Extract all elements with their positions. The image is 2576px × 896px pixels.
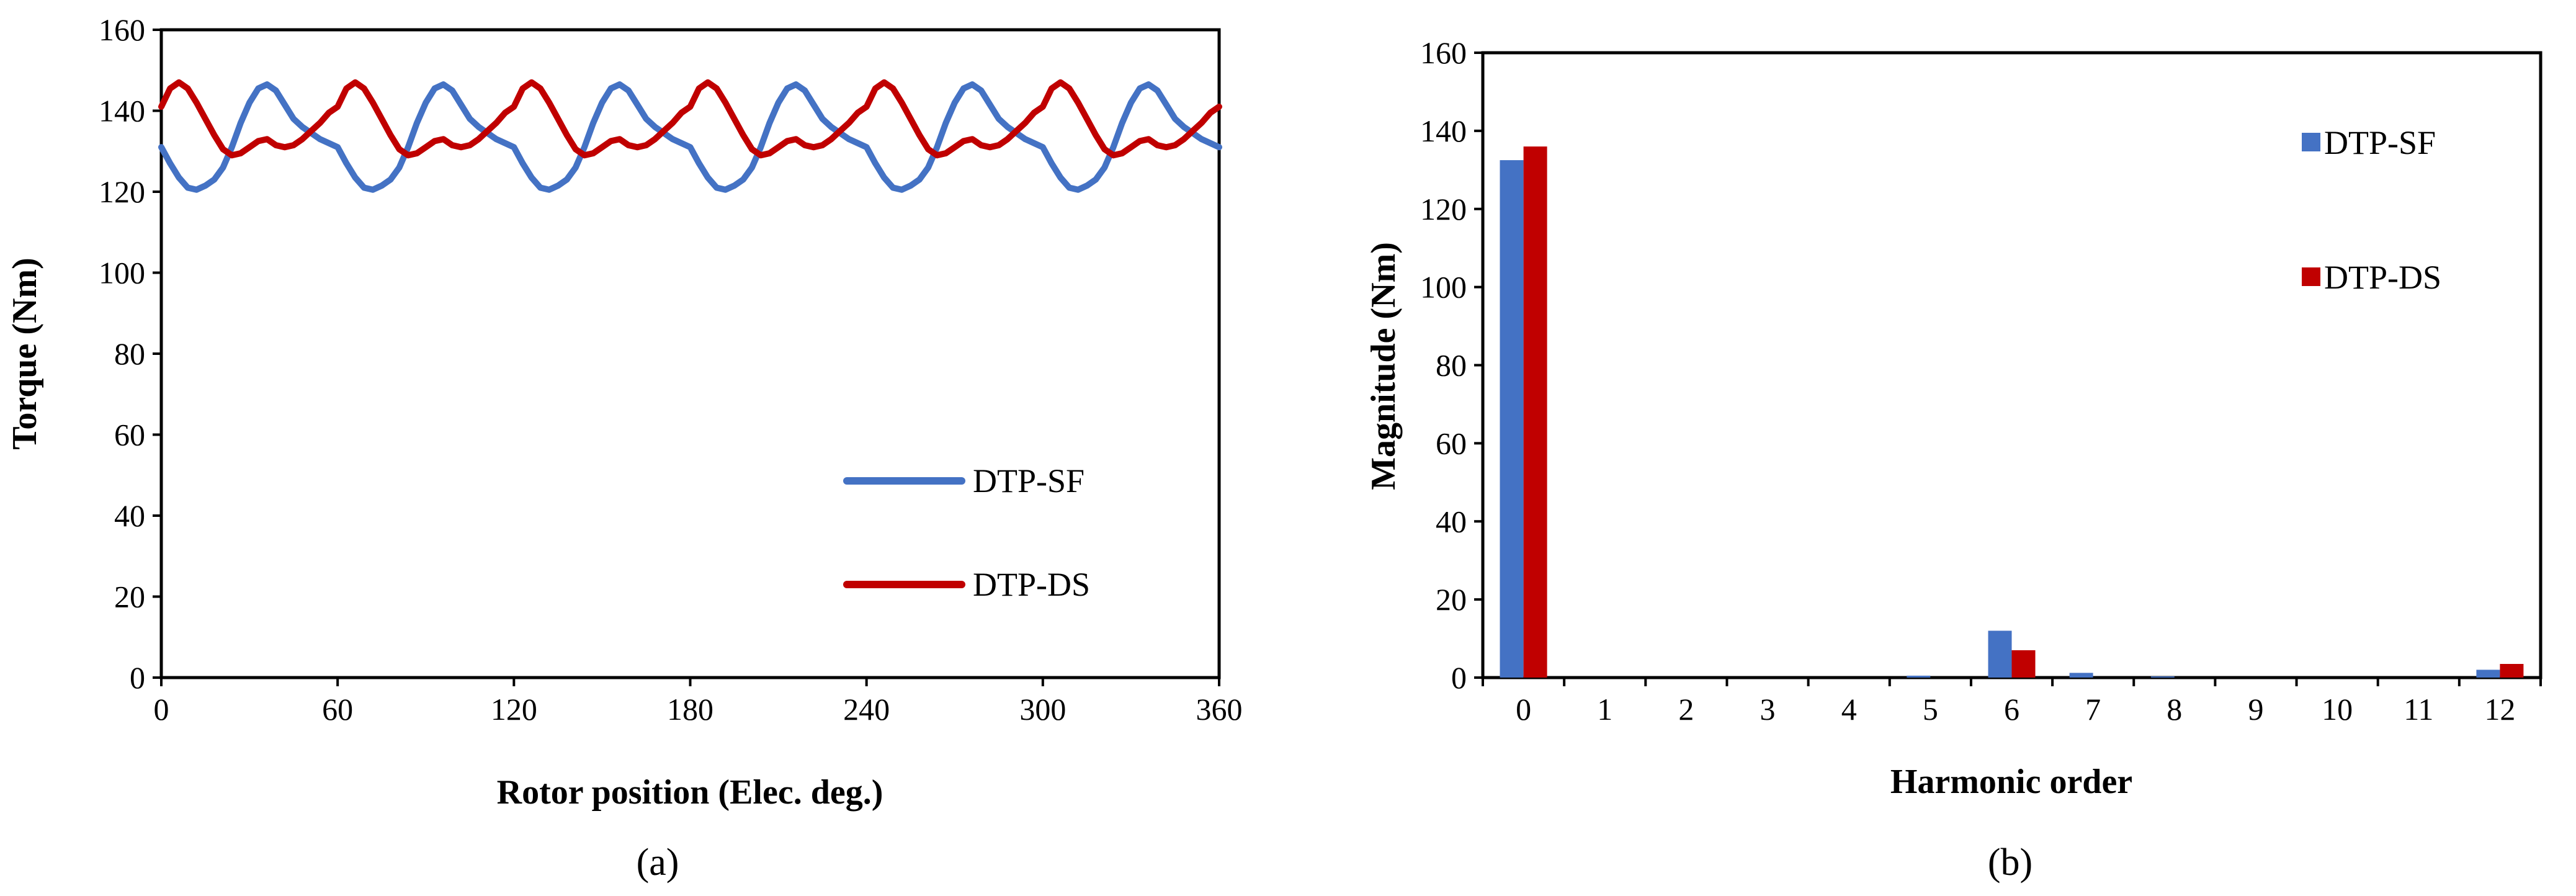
legend-b: DTP-SF DTP-DS bbox=[2302, 124, 2441, 296]
legend-label-dtp-sf-a: DTP-SF bbox=[973, 462, 1085, 500]
y-tick-label-a: 0 bbox=[130, 660, 145, 695]
x-tick-label-a: 240 bbox=[843, 692, 890, 727]
y-tick-label-b: 100 bbox=[1420, 270, 1467, 305]
x-tick-label-a: 0 bbox=[154, 692, 169, 727]
legend-label-dtp-ds-a: DTP-DS bbox=[973, 566, 1090, 603]
x-axis-title-b: Harmonic order bbox=[1890, 763, 2132, 801]
x-tick-label-b: 7 bbox=[2085, 692, 2101, 727]
y-tick-label-a: 40 bbox=[114, 498, 145, 533]
x-tick-label-b: 4 bbox=[1841, 692, 1857, 727]
x-axis-b: 0 1 2 3 4 5 6 7 8 9 10 11 12 bbox=[1482, 678, 2542, 727]
x-axis-title-a: Rotor position (Elec. deg.) bbox=[497, 773, 883, 812]
x-tick-label-b: 11 bbox=[2404, 692, 2433, 727]
x-tick-label-a: 60 bbox=[322, 692, 353, 727]
x-tick-label-b: 1 bbox=[1597, 692, 1612, 727]
y-tick-label-b: 40 bbox=[1436, 504, 1467, 539]
x-tick-label-a: 120 bbox=[491, 692, 537, 727]
y-tick-label-b: 80 bbox=[1436, 348, 1467, 383]
y-tick-label-a: 80 bbox=[114, 336, 145, 371]
bar-dtp-sf-order-6 bbox=[1988, 630, 2012, 678]
plot-area-a bbox=[159, 28, 1221, 679]
series-line-dtp-ds bbox=[158, 79, 1222, 159]
bar-dtp-sf-order-5 bbox=[1907, 675, 1931, 678]
x-tick-label-b: 3 bbox=[1760, 692, 1776, 727]
legend-label-dtp-sf-b: DTP-SF bbox=[2324, 124, 2436, 161]
y-axis-a: 0 20 40 60 80 100 120 140 160 bbox=[99, 12, 161, 695]
bar-dtp-sf-order-12 bbox=[2476, 670, 2500, 678]
series-bars-b bbox=[1500, 146, 2524, 678]
legend-a: DTP-SF DTP-DS bbox=[843, 462, 1090, 603]
y-tick-label-b: 120 bbox=[1420, 192, 1467, 226]
y-tick-label-a: 100 bbox=[99, 256, 145, 290]
y-tick-label-b: 60 bbox=[1436, 426, 1467, 460]
x-tick-label-b: 6 bbox=[2004, 692, 2019, 727]
x-tick-label-a: 300 bbox=[1019, 692, 1066, 727]
y-tick-label-b: 0 bbox=[1451, 660, 1467, 695]
bar-dtp-ds-order-6 bbox=[2011, 650, 2036, 678]
y-tick-label-a: 60 bbox=[114, 418, 145, 452]
bar-dtp-sf-order-0 bbox=[1500, 160, 1524, 678]
plot-area-b bbox=[1481, 51, 2542, 679]
x-axis-a: 0 60 120 180 240 300 360 bbox=[154, 678, 1243, 727]
y-tick-label-b: 140 bbox=[1420, 114, 1467, 148]
legend-label-dtp-ds-b: DTP-DS bbox=[2324, 259, 2441, 296]
x-tick-label-b: 2 bbox=[1678, 692, 1694, 727]
series-lines-a bbox=[158, 79, 1222, 193]
y-axis-title-b: Magnitude (Nm) bbox=[1364, 242, 1403, 490]
x-tick-label-b: 5 bbox=[1923, 692, 1938, 727]
x-tick-label-a: 180 bbox=[667, 692, 713, 727]
y-axis-b: 0 20 40 60 80 100 120 140 160 bbox=[1420, 35, 1483, 695]
y-tick-label-a: 120 bbox=[99, 174, 145, 209]
caption-b: (b) bbox=[1988, 841, 2033, 884]
x-tick-label-b: 0 bbox=[1516, 692, 1531, 727]
x-tick-label-b: 9 bbox=[2248, 692, 2263, 727]
torque-line-chart: 0 20 40 60 80 100 120 140 160 0 60 120 180 240 300 360… bbox=[6, 12, 1243, 884]
y-tick-label-a: 160 bbox=[99, 12, 145, 47]
y-axis-title-a: Torque (Nm) bbox=[6, 258, 44, 450]
series-line-dtp-sf bbox=[158, 81, 1222, 193]
y-tick-label-a: 140 bbox=[99, 94, 145, 128]
x-tick-label-a: 360 bbox=[1196, 692, 1243, 727]
bar-dtp-ds-order-0 bbox=[1523, 146, 1547, 678]
bar-dtp-sf-order-7 bbox=[2069, 673, 2093, 678]
bar-dtp-sf-order-8 bbox=[2150, 676, 2175, 678]
legend-swatch-dtp-ds-b bbox=[2302, 267, 2320, 286]
y-tick-label-a: 20 bbox=[114, 580, 145, 614]
y-tick-label-b: 160 bbox=[1420, 35, 1467, 70]
x-tick-label-b: 10 bbox=[2322, 692, 2353, 727]
x-tick-label-b: 8 bbox=[2167, 692, 2182, 727]
caption-a: (a) bbox=[637, 841, 679, 884]
y-tick-label-b: 20 bbox=[1436, 582, 1467, 617]
legend-swatch-dtp-sf-b bbox=[2302, 133, 2320, 151]
bar-dtp-ds-order-12 bbox=[2500, 664, 2524, 678]
x-tick-label-b: 12 bbox=[2484, 692, 2515, 727]
